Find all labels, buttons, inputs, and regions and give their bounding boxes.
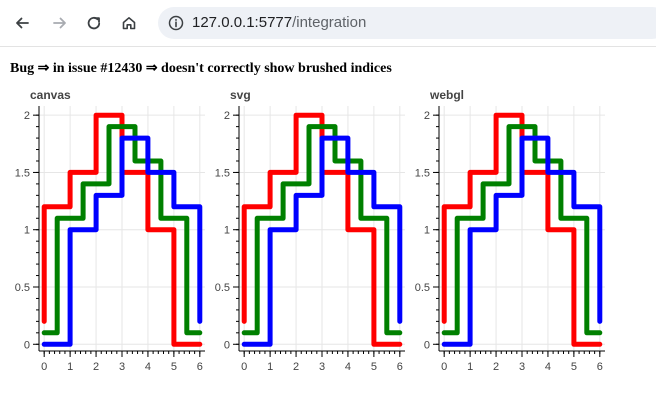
forward-arrow-icon [53,17,66,29]
y-tick-label: 1.5 [15,167,30,179]
browser-toolbar: 127.0.0.1:5777/integration [0,0,656,47]
plot-webgl[interactable]: 0 1 2 3 4 5 6 0 0.5 1 1.5 2 webgl [400,84,605,384]
x-tick-label: 5 [171,361,177,373]
y-tick-label: 0 [224,339,230,351]
series-line-0 [41,112,203,347]
y-tick-label: 0 [424,339,430,351]
series-line-2 [241,135,403,347]
x-tick-label: 6 [197,361,203,373]
plot-svg-svg[interactable]: 0 1 2 3 4 5 6 0 0.5 1 1.5 2 [200,84,410,384]
plot-svg[interactable]: 0 1 2 3 4 5 6 0 0.5 1 1.5 2 svg [200,84,405,384]
x-tick-label: 4 [545,361,551,373]
home-button[interactable] [115,9,143,37]
x-tick-label: 0 [241,361,247,373]
x-tick-label: 5 [571,361,577,373]
y-tick-label: 1.5 [215,167,230,179]
x-tick-label: 1 [67,361,73,373]
x-tick-label: 3 [519,361,525,373]
back-button[interactable] [8,9,36,37]
series-line-1 [441,124,603,336]
x-tick-label: 2 [93,361,99,373]
x-tick-label: 2 [293,361,299,373]
x-tick-label: 6 [397,361,403,373]
plot-title: svg [230,88,251,102]
x-tick-label: 0 [441,361,447,373]
back-arrow-icon [16,17,29,29]
series-line-0 [441,112,603,347]
y-tick-label: 0 [24,339,30,351]
plot-canvas-svg[interactable]: 0 1 2 3 4 5 6 0 0.5 1 1.5 2 [0,84,210,384]
series-line-2 [441,135,603,347]
info-icon[interactable] [168,15,184,31]
x-tick-label: 4 [345,361,351,373]
y-tick-label: 1.5 [415,167,430,179]
x-tick-label: 1 [267,361,273,373]
page-heading: Bug ⇒ in issue #12430 ⇒ doesn't correctl… [10,61,392,76]
plot-title: canvas [30,88,71,102]
x-tick-label: 1 [467,361,473,373]
address-bar[interactable]: 127.0.0.1:5777/integration [158,7,656,39]
y-tick-label: 1 [24,225,30,237]
x-tick-label: 4 [145,361,151,373]
y-tick-label: 0.5 [415,282,430,294]
x-tick-label: 6 [597,361,603,373]
y-tick-label: 1 [224,225,230,237]
x-tick-label: 3 [119,361,125,373]
plot-canvas[interactable]: 0 1 2 3 4 5 6 0 0.5 1 1.5 2 canvas [0,84,205,384]
plot-webgl-svg[interactable]: 0 1 2 3 4 5 6 0 0.5 1 1.5 2 [400,84,610,384]
url-text[interactable]: 127.0.0.1:5777/integration [192,14,366,31]
x-tick-label: 3 [319,361,325,373]
series-line-0 [241,112,403,347]
url-host: 127.0.0.1:5777 [192,14,293,31]
url-path: /integration [292,14,367,31]
plot-title: webgl [430,88,465,102]
forward-button[interactable] [46,9,74,37]
y-tick-label: 0.5 [215,282,230,294]
home-icon [122,17,136,30]
x-tick-label: 2 [493,361,499,373]
y-tick-label: 2 [24,110,30,122]
reload-button[interactable] [80,9,108,37]
x-tick-label: 0 [41,361,47,373]
y-tick-label: 1 [424,225,430,237]
reload-icon [87,16,101,30]
series-line-2 [41,135,203,347]
x-tick-label: 5 [371,361,377,373]
y-tick-label: 0.5 [15,282,30,294]
y-tick-label: 2 [224,110,230,122]
series-line-1 [41,124,203,336]
y-tick-label: 2 [424,110,430,122]
series-line-1 [241,124,403,336]
